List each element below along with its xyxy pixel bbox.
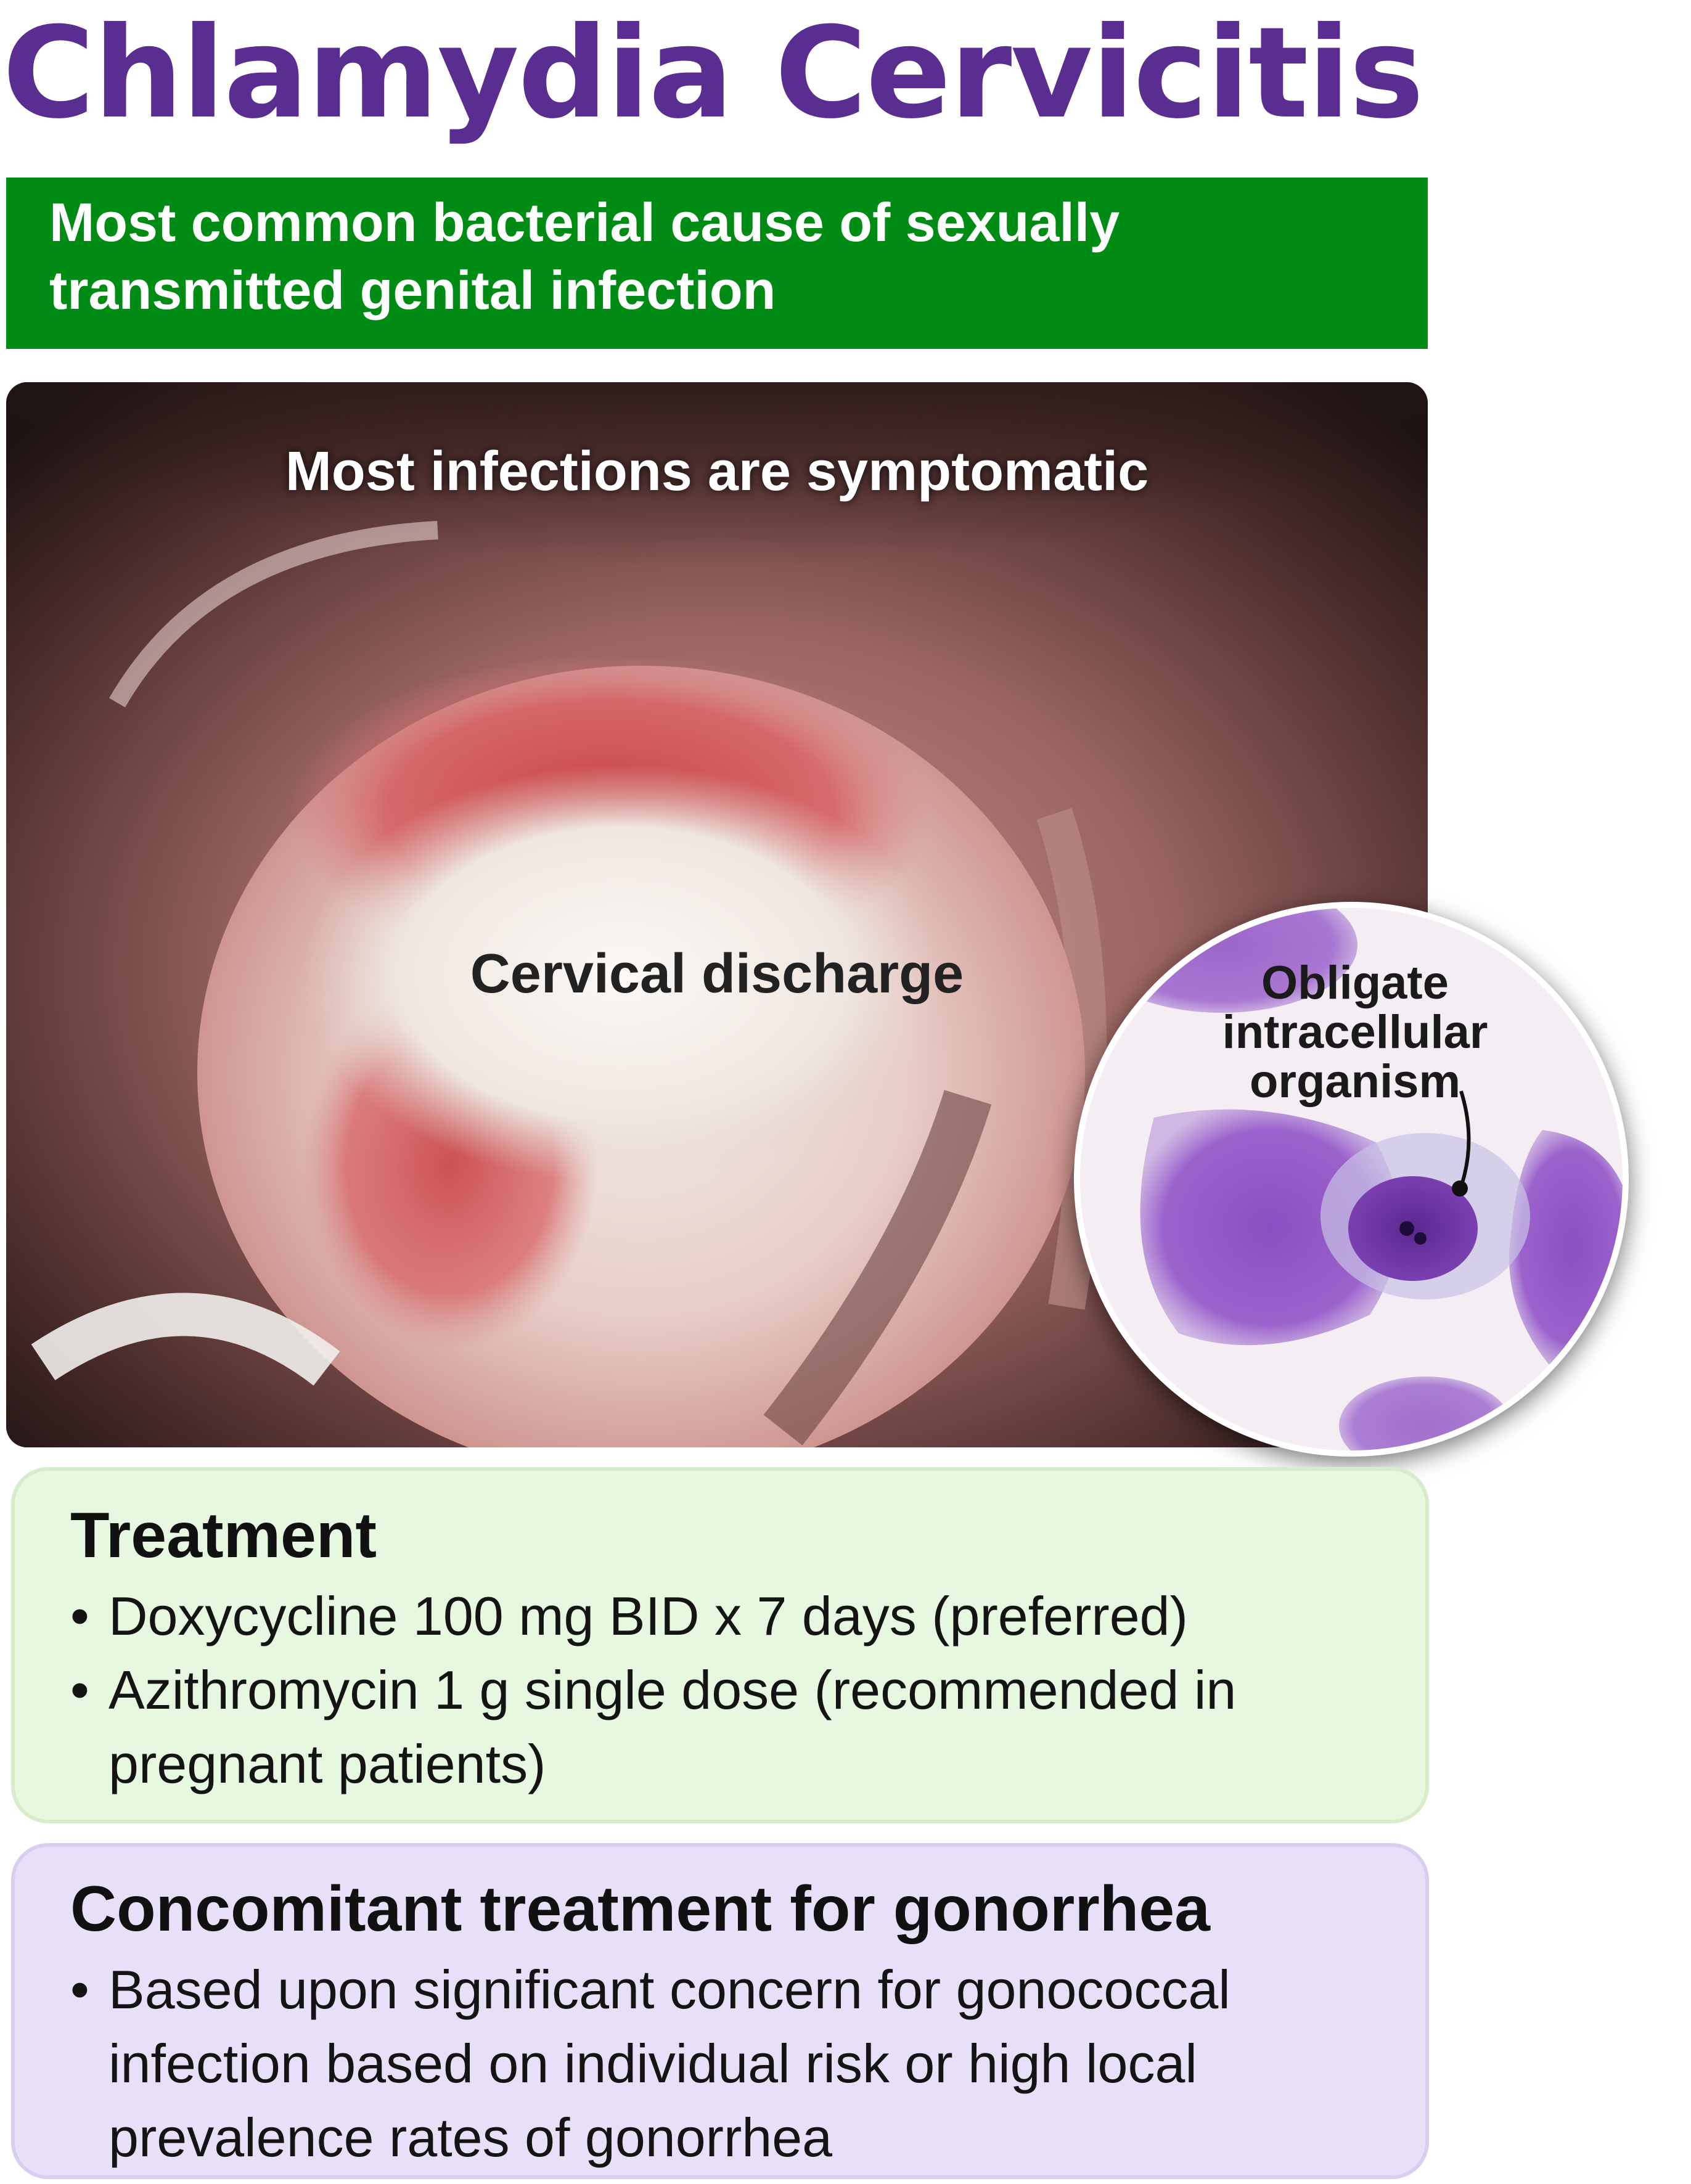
photo-caption: Most infections are symptomatic	[6, 441, 1428, 502]
concomitant-item: Based upon significant concern for gonoc…	[70, 1953, 1403, 2175]
treatment-item-azithromycin: Azithromycin 1 g single dose (recommende…	[70, 1653, 1403, 1801]
treatment-heading: Treatment	[70, 1497, 1425, 1574]
concomitant-panel: Concomitant treatment for gonorrhea Base…	[11, 1843, 1429, 2179]
page-title: Chlamydia Cervicitis	[2, 6, 1423, 142]
key-fact-banner: Most common bacterial cause of sexually …	[6, 178, 1428, 349]
concomitant-list: Based upon significant concern for gonoc…	[70, 1953, 1425, 2175]
treatment-list: Doxycycline 100 mg BID x 7 days (preferr…	[70, 1579, 1425, 1801]
organism-pointer-line	[1418, 1079, 1492, 1202]
concomitant-heading: Concomitant treatment for gonorrhea	[70, 1870, 1425, 1948]
key-fact-text: Most common bacterial cause of sexually …	[49, 189, 1406, 324]
treatment-item-doxycycline: Doxycycline 100 mg BID x 7 days (preferr…	[70, 1579, 1403, 1653]
treatment-panel: Treatment Doxycycline 100 mg BID x 7 day…	[11, 1467, 1429, 1823]
